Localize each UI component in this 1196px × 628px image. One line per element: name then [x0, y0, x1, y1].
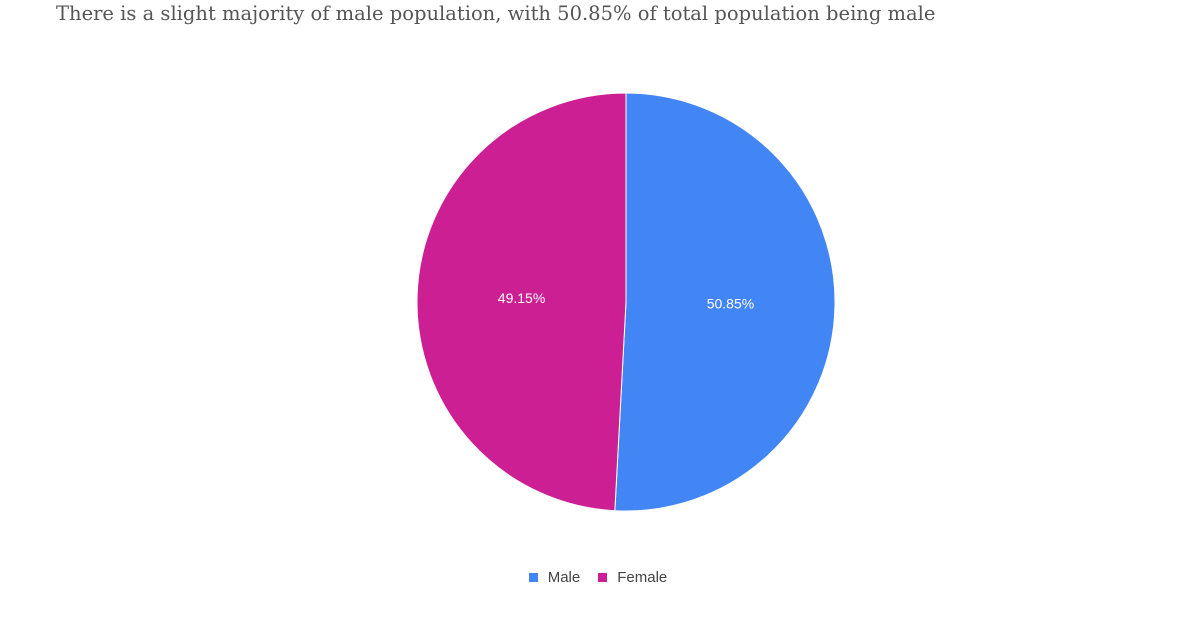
pie-slice-male — [614, 92, 836, 512]
legend-item-female: Female — [598, 569, 667, 586]
footer-source-note — [56, 618, 776, 628]
legend-swatch-female — [598, 572, 608, 582]
pie-slice-female — [416, 92, 627, 512]
pie-chart: 50.85% 49.15% — [416, 92, 836, 512]
brand-logo — [984, 612, 1154, 628]
chart-legend: Male Female — [0, 566, 1196, 588]
pie-label-female: 49.15% — [498, 290, 545, 306]
legend-swatch-male — [528, 572, 538, 582]
chart-subtitle: There is a slight majority of male popul… — [56, 2, 936, 25]
pie-label-male: 50.85% — [707, 295, 754, 311]
legend-label-female: Female — [617, 568, 668, 586]
legend-item-male: Male — [528, 568, 581, 586]
legend-label-male: Male — [547, 568, 581, 586]
